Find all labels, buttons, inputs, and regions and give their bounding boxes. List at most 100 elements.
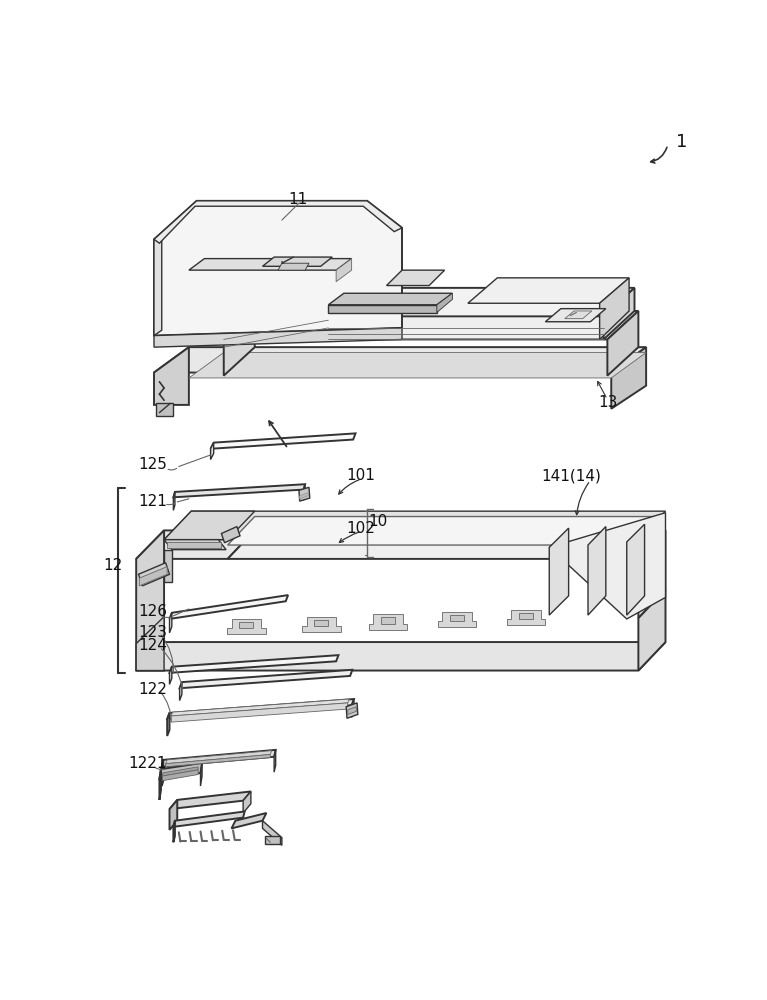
Text: 123: 123 [139, 625, 167, 640]
Polygon shape [189, 353, 646, 378]
FancyArrowPatch shape [575, 483, 589, 515]
Polygon shape [262, 821, 282, 845]
Polygon shape [222, 527, 240, 543]
Polygon shape [162, 750, 275, 767]
Polygon shape [167, 542, 222, 548]
Polygon shape [232, 813, 266, 828]
Text: 101: 101 [346, 468, 375, 483]
Polygon shape [164, 511, 666, 540]
Polygon shape [173, 492, 175, 510]
Polygon shape [160, 763, 202, 779]
Polygon shape [137, 530, 164, 671]
Polygon shape [588, 527, 606, 615]
Polygon shape [239, 622, 253, 628]
Polygon shape [137, 642, 666, 671]
Polygon shape [173, 811, 245, 827]
Polygon shape [156, 403, 173, 416]
Text: 1221: 1221 [128, 756, 167, 771]
Polygon shape [211, 443, 214, 460]
Polygon shape [262, 257, 332, 266]
Polygon shape [278, 263, 309, 270]
Polygon shape [164, 540, 226, 550]
Polygon shape [468, 278, 629, 303]
Polygon shape [300, 493, 308, 499]
Text: 10: 10 [369, 514, 388, 529]
Polygon shape [154, 347, 646, 373]
Polygon shape [507, 610, 545, 625]
Polygon shape [549, 513, 666, 619]
Polygon shape [189, 259, 351, 270]
Polygon shape [638, 590, 666, 671]
Polygon shape [154, 328, 402, 347]
Polygon shape [154, 201, 402, 243]
Polygon shape [164, 550, 172, 582]
Text: 13: 13 [598, 395, 617, 410]
Polygon shape [243, 791, 251, 813]
Polygon shape [438, 612, 476, 627]
Polygon shape [166, 751, 272, 764]
Polygon shape [627, 524, 644, 615]
Polygon shape [274, 750, 275, 772]
Polygon shape [437, 293, 453, 312]
Text: 102: 102 [346, 521, 375, 536]
Polygon shape [139, 563, 170, 586]
Polygon shape [179, 682, 182, 701]
Polygon shape [450, 615, 464, 621]
Polygon shape [224, 311, 255, 376]
Polygon shape [328, 293, 453, 305]
Polygon shape [200, 763, 202, 786]
Polygon shape [211, 433, 355, 449]
Polygon shape [314, 620, 328, 626]
Polygon shape [607, 311, 638, 376]
Polygon shape [167, 699, 354, 719]
Polygon shape [163, 770, 198, 781]
Polygon shape [265, 836, 280, 844]
Text: 124: 124 [139, 638, 167, 653]
FancyArrowPatch shape [597, 381, 606, 397]
Polygon shape [604, 288, 634, 339]
Polygon shape [154, 347, 189, 405]
Polygon shape [227, 619, 265, 634]
Polygon shape [170, 655, 338, 673]
Polygon shape [228, 530, 666, 559]
Polygon shape [160, 769, 161, 800]
Polygon shape [228, 517, 658, 545]
Polygon shape [137, 617, 164, 671]
Text: 141(14): 141(14) [542, 468, 601, 483]
Polygon shape [347, 707, 357, 714]
Polygon shape [302, 617, 341, 632]
Polygon shape [381, 617, 395, 624]
Text: 12: 12 [104, 558, 123, 573]
Polygon shape [170, 800, 177, 830]
Polygon shape [170, 667, 172, 684]
Polygon shape [304, 484, 305, 500]
Polygon shape [299, 487, 310, 501]
Polygon shape [224, 311, 638, 339]
Polygon shape [328, 288, 634, 316]
Polygon shape [171, 699, 349, 716]
FancyArrowPatch shape [339, 532, 359, 542]
Polygon shape [336, 259, 351, 282]
Text: 121: 121 [139, 494, 167, 509]
Polygon shape [346, 703, 358, 718]
Polygon shape [167, 713, 170, 736]
Polygon shape [519, 613, 533, 619]
Polygon shape [565, 311, 592, 319]
Text: 122: 122 [139, 682, 167, 697]
Polygon shape [351, 699, 354, 718]
FancyArrowPatch shape [650, 147, 667, 163]
FancyArrowPatch shape [339, 480, 359, 494]
Text: 11: 11 [288, 192, 308, 207]
Polygon shape [549, 528, 568, 615]
Polygon shape [387, 270, 445, 286]
Polygon shape [154, 201, 402, 336]
Polygon shape [164, 511, 255, 540]
Polygon shape [179, 670, 352, 688]
Polygon shape [171, 703, 347, 722]
Text: 126: 126 [139, 604, 167, 619]
Polygon shape [162, 760, 163, 786]
Polygon shape [166, 754, 270, 767]
Polygon shape [154, 234, 162, 336]
Polygon shape [173, 484, 305, 497]
Polygon shape [140, 567, 167, 586]
